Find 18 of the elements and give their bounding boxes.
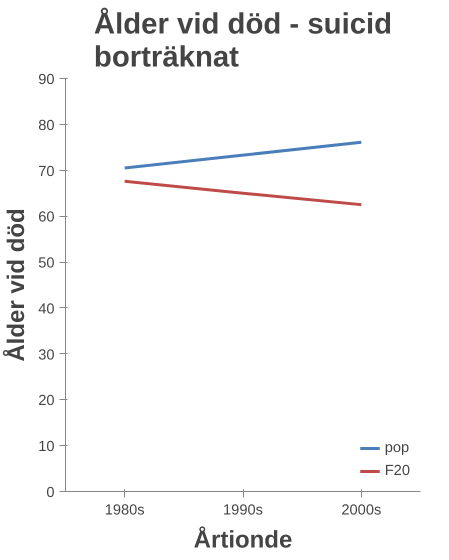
x-tick-label: 2000s bbox=[341, 502, 382, 518]
chart-title: Ålder vid död - suicid borträknat bbox=[94, 8, 392, 74]
y-axis-title: Ålder vid död bbox=[2, 208, 30, 362]
y-tick-label: 20 bbox=[38, 393, 55, 410]
y-tick-label: 90 bbox=[38, 72, 55, 88]
y-tick-label: 70 bbox=[38, 164, 55, 180]
y-tick-label: 10 bbox=[38, 439, 55, 456]
y-tick-label: 30 bbox=[38, 347, 55, 364]
legend-label: F20 bbox=[384, 463, 410, 479]
x-axis-title: Årtionde bbox=[194, 526, 292, 554]
legend-label: pop bbox=[384, 440, 410, 456]
y-tick-label: 40 bbox=[38, 301, 55, 318]
y-tick-label: 0 bbox=[46, 485, 55, 501]
x-tick-label: 1990s bbox=[223, 502, 263, 518]
y-tick-label: 60 bbox=[38, 210, 55, 226]
x-tick-label: 1980s bbox=[104, 502, 145, 518]
y-tick-label: 50 bbox=[38, 256, 55, 272]
y-tick-label: 80 bbox=[38, 118, 55, 134]
